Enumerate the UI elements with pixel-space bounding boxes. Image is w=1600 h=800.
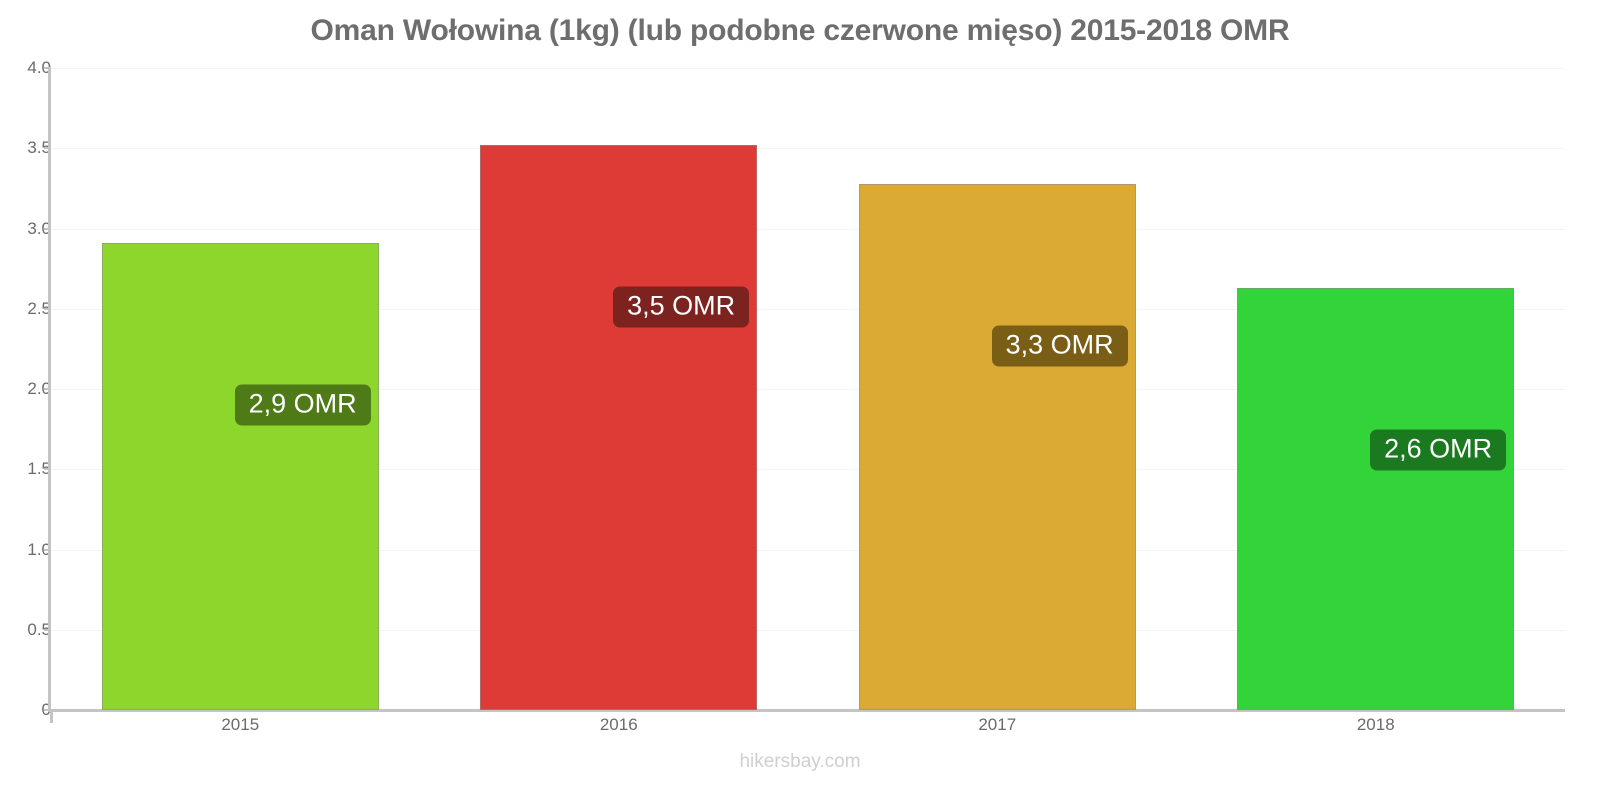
y-axis-tick-mark bbox=[44, 468, 51, 471]
watermark: hikersbay.com bbox=[739, 751, 861, 772]
plot-area: 2,9 OMR 3,5 OMR 3,3 OMR 2,6 OMR bbox=[51, 68, 1565, 710]
x-axis-tick-label: 2015 bbox=[221, 715, 260, 734]
x-axis-origin-tick bbox=[50, 712, 53, 723]
y-axis-tick-mark bbox=[44, 709, 51, 711]
gridline bbox=[51, 389, 1565, 390]
y-axis-tick-mark bbox=[44, 548, 51, 551]
bar[interactable] bbox=[1237, 287, 1515, 710]
y-axis-tick-mark bbox=[44, 67, 51, 69]
gridline bbox=[51, 228, 1565, 230]
bar-value-label: 3,5 OMR bbox=[613, 286, 750, 328]
y-axis-spine bbox=[48, 68, 51, 712]
x-axis-tick-label: 2017 bbox=[978, 715, 1017, 734]
y-axis-tick-mark bbox=[44, 628, 51, 631]
gridline bbox=[51, 68, 1565, 69]
bar-value-label: 2,9 OMR bbox=[234, 384, 371, 426]
y-axis-tick-label: 3.0 bbox=[27, 218, 51, 238]
chart-title: Oman Wołowina (1kg) (lub podobne czerwon… bbox=[310, 14, 1290, 47]
x-axis-spine bbox=[48, 709, 1565, 712]
y-axis-tick-mark bbox=[44, 227, 51, 230]
y-axis-tick-mark bbox=[44, 388, 51, 390]
bar-value-label: 2,6 OMR bbox=[1370, 429, 1507, 471]
bar[interactable] bbox=[101, 242, 379, 710]
gridline bbox=[51, 469, 1565, 471]
y-axis-tick-label: 1.0 bbox=[27, 539, 51, 559]
y-axis-tick-mark bbox=[44, 307, 51, 310]
y-axis: 00.51.01.52.02.53.03.54.0 bbox=[0, 0, 51, 800]
y-axis-tick-label: 1.5 bbox=[27, 459, 51, 479]
y-axis-tick-label: 0.5 bbox=[27, 619, 51, 639]
bar[interactable] bbox=[480, 145, 758, 710]
y-axis-tick-label: 3.5 bbox=[27, 138, 51, 158]
y-axis-tick-label: 2.5 bbox=[27, 298, 51, 318]
y-axis-tick-label: 4.0 bbox=[27, 58, 51, 77]
gridline bbox=[51, 629, 1565, 631]
bar[interactable] bbox=[858, 183, 1136, 710]
gridline bbox=[51, 308, 1565, 310]
x-axis-tick-label: 2016 bbox=[599, 715, 638, 734]
x-axis-tick-label: 2018 bbox=[1356, 715, 1395, 734]
gridline bbox=[51, 549, 1565, 551]
gridline bbox=[51, 148, 1565, 150]
y-axis-tick-mark bbox=[44, 147, 51, 150]
y-axis-tick-label: 2.0 bbox=[27, 379, 51, 398]
bar-value-label: 3,3 OMR bbox=[991, 325, 1128, 367]
